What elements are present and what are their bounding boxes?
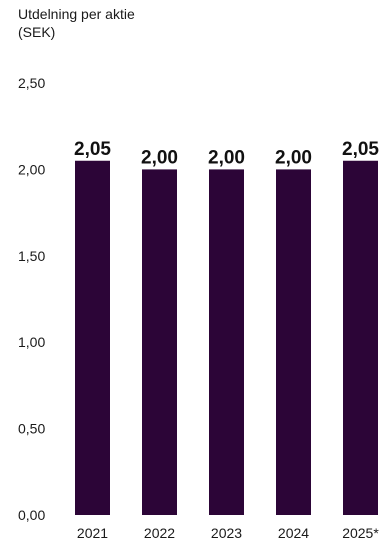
data-label-2021: 2,05 [74,139,111,160]
bar-2024 [276,169,311,515]
x-tick-label: 2025* [342,525,379,541]
x-tick-label: 2022 [144,525,175,541]
y-tick-label: 2,00 [18,161,45,177]
bar-2025* [343,160,378,515]
y-axis-title-line-1: Utdelning per aktie [18,6,135,22]
y-axis-title-line-2: (SEK) [18,24,55,40]
y-tick-label: 1,50 [18,248,45,264]
y-tick-label: 0,50 [18,421,45,437]
data-label-2022: 2,00 [141,147,178,168]
x-tick-label: 2021 [77,525,108,541]
y-axis-ticks: 0,00 0,50 1,00 1,50 2,00 2,50 [18,75,45,523]
x-tick-label: 2024 [278,525,309,541]
data-label-2024: 2,00 [275,147,312,168]
data-label-2025*: 2,05 [342,139,379,160]
y-tick-label: 2,50 [18,75,45,91]
y-tick-label: 0,00 [18,507,45,523]
data-label-2023: 2,00 [208,147,245,168]
x-axis-ticks: 2021 2022 2023 2024 2025* [77,525,379,541]
bar-2023 [209,169,244,515]
x-tick-label: 2023 [211,525,242,541]
bar-2021 [75,160,110,515]
bar-2022 [142,169,177,515]
data-labels-group: 2,05 2,00 2,00 2,00 2,05 [74,139,379,169]
y-tick-label: 1,00 [18,334,45,350]
bars-group [75,160,378,515]
